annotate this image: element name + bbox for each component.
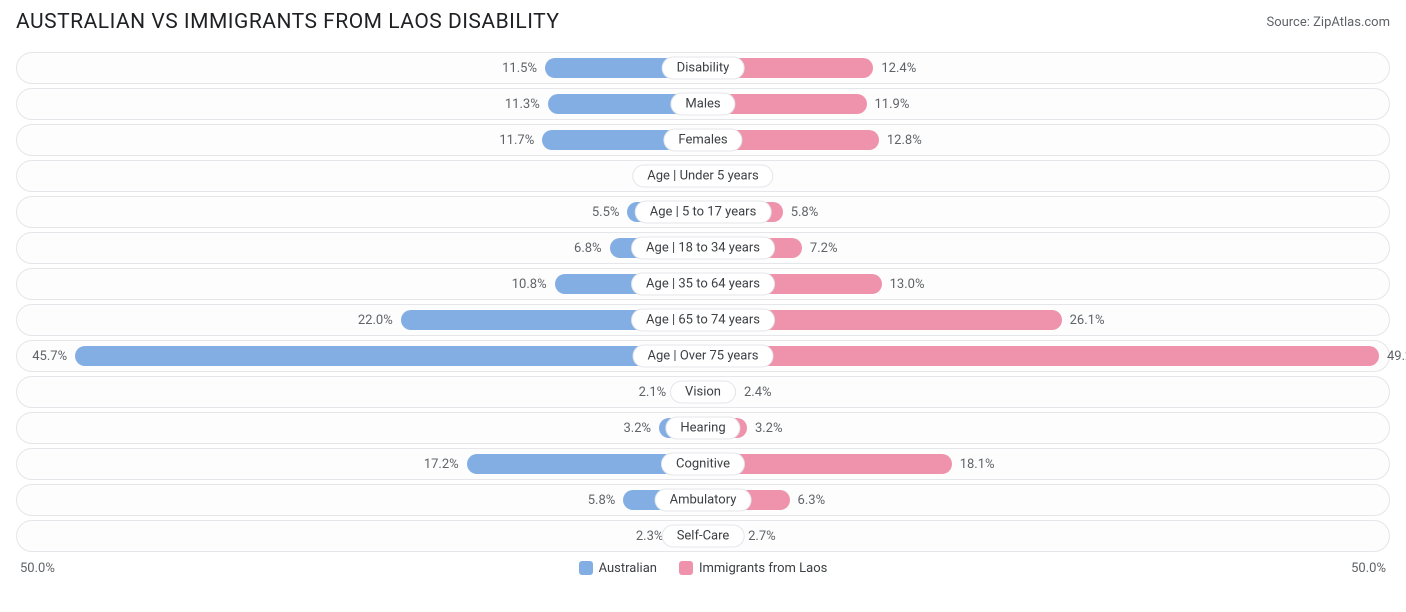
- right-bar: [703, 346, 1379, 366]
- row-category-label: Males: [670, 93, 735, 116]
- right-value: 49.2%: [1379, 349, 1406, 364]
- row-left-half: 5.8%: [16, 484, 703, 516]
- left-value: 5.8%: [580, 493, 624, 508]
- row-right-half: 3.2%: [703, 412, 1390, 444]
- row-right-half: 6.3%: [703, 484, 1390, 516]
- chart-row: 11.7% 12.8% Females: [16, 124, 1390, 156]
- row-category-label: Cognitive: [661, 453, 745, 476]
- row-category-label: Age | 65 to 74 years: [631, 309, 775, 332]
- chart-row: 10.8% 13.0% Age | 35 to 64 years: [16, 268, 1390, 300]
- axis-max-left: 50.0%: [20, 561, 55, 576]
- row-right-half: 12.8%: [703, 124, 1390, 156]
- chart-row: 3.2% 3.2% Hearing: [16, 412, 1390, 444]
- left-value: 17.2%: [416, 457, 467, 472]
- row-category-label: Vision: [670, 381, 736, 404]
- row-right-half: 1.3%: [703, 160, 1390, 192]
- chart-row: 17.2% 18.1% Cognitive: [16, 448, 1390, 480]
- row-right-half: 2.7%: [703, 520, 1390, 552]
- chart-row: 22.0% 26.1% Age | 65 to 74 years: [16, 304, 1390, 336]
- row-category-label: Females: [663, 129, 742, 152]
- row-left-half: 11.5%: [16, 52, 703, 84]
- row-right-half: 11.9%: [703, 88, 1390, 120]
- right-value: 3.2%: [747, 421, 791, 436]
- right-value: 13.0%: [882, 277, 933, 292]
- right-value: 12.4%: [873, 61, 924, 76]
- chart-row: 11.5% 12.4% Disability: [16, 52, 1390, 84]
- row-category-label: Age | Over 75 years: [633, 345, 774, 368]
- row-right-half: 13.0%: [703, 268, 1390, 300]
- chart-row: 6.8% 7.2% Age | 18 to 34 years: [16, 232, 1390, 264]
- chart-row: 2.1% 2.4%Vision: [16, 376, 1390, 408]
- chart-source: Source: ZipAtlas.com: [1266, 15, 1390, 30]
- row-category-label: Age | 35 to 64 years: [631, 273, 775, 296]
- row-left-half: 17.2%: [16, 448, 703, 480]
- right-value: 7.2%: [802, 241, 846, 256]
- left-value: 6.8%: [566, 241, 610, 256]
- legend: Australian Immigrants from Laos: [579, 561, 828, 576]
- left-value: 5.5%: [584, 205, 628, 220]
- chart-row: 45.7% 49.2%Age | Over 75 years: [16, 340, 1390, 372]
- legend-swatch-left: [579, 561, 593, 575]
- row-right-half: 12.4%: [703, 52, 1390, 84]
- row-left-half: 22.0%: [16, 304, 703, 336]
- left-value: 3.2%: [615, 421, 659, 436]
- row-category-label: Disability: [662, 57, 745, 80]
- left-value: 2.1%: [631, 385, 675, 400]
- diverging-bar-chart: 11.5% 12.4% Disability 11.3% 11.9% Males 11.7%…: [16, 52, 1390, 552]
- row-left-half: 1.4%: [16, 160, 703, 192]
- left-bar: [75, 346, 703, 366]
- row-category-label: Age | Under 5 years: [632, 165, 773, 188]
- row-left-half: 10.8%: [16, 268, 703, 300]
- left-value: 11.7%: [491, 133, 542, 148]
- row-category-label: Age | 18 to 34 years: [631, 237, 775, 260]
- left-value: 11.5%: [494, 61, 545, 76]
- chart-row: 5.5% 5.8% Age | 5 to 17 years: [16, 196, 1390, 228]
- right-value: 2.7%: [740, 529, 784, 544]
- chart-row: 5.8% 6.3% Ambulatory: [16, 484, 1390, 516]
- chart-footer: 50.0% Australian Immigrants from Laos 50…: [16, 558, 1390, 578]
- row-right-half: 5.8%: [703, 196, 1390, 228]
- right-value: 11.9%: [867, 97, 918, 112]
- row-right-half: 26.1%: [703, 304, 1390, 336]
- axis-max-right: 50.0%: [1351, 561, 1386, 576]
- row-left-half: 11.7%: [16, 124, 703, 156]
- row-left-half: 45.7%: [16, 340, 703, 372]
- right-value: 18.1%: [952, 457, 1003, 472]
- legend-item-australian: Australian: [579, 561, 657, 576]
- row-left-half: 11.3%: [16, 88, 703, 120]
- row-right-half: 7.2%: [703, 232, 1390, 264]
- row-left-half: 2.3%: [16, 520, 703, 552]
- row-left-half: 5.5%: [16, 196, 703, 228]
- legend-item-laos: Immigrants from Laos: [679, 561, 827, 576]
- left-value: 22.0%: [350, 313, 401, 328]
- chart-title: AUSTRALIAN VS IMMIGRANTS FROM LAOS DISAB…: [16, 10, 559, 34]
- row-category-label: Self-Care: [662, 525, 745, 548]
- row-left-half: 6.8%: [16, 232, 703, 264]
- left-value: 11.3%: [497, 97, 548, 112]
- left-value: 45.7%: [24, 349, 75, 364]
- chart-row: 2.3% 2.7%Self-Care: [16, 520, 1390, 552]
- row-right-half: 18.1%: [703, 448, 1390, 480]
- chart-row: 1.4%1.3%Age | Under 5 years: [16, 160, 1390, 192]
- row-right-half: 2.4%: [703, 376, 1390, 408]
- right-value: 26.1%: [1062, 313, 1113, 328]
- row-left-half: 2.1%: [16, 376, 703, 408]
- legend-swatch-right: [679, 561, 693, 575]
- right-value: 2.4%: [736, 385, 780, 400]
- left-value: 10.8%: [504, 277, 555, 292]
- chart-header: AUSTRALIAN VS IMMIGRANTS FROM LAOS DISAB…: [16, 10, 1390, 34]
- right-value: 6.3%: [790, 493, 834, 508]
- chart-row: 11.3% 11.9% Males: [16, 88, 1390, 120]
- row-right-half: 49.2%: [703, 340, 1390, 372]
- row-category-label: Ambulatory: [655, 489, 752, 512]
- legend-label-right: Immigrants from Laos: [699, 561, 827, 576]
- row-category-label: Hearing: [665, 417, 740, 440]
- legend-label-left: Australian: [599, 561, 657, 576]
- right-value: 5.8%: [783, 205, 827, 220]
- right-value: 12.8%: [879, 133, 930, 148]
- row-left-half: 3.2%: [16, 412, 703, 444]
- row-category-label: Age | 5 to 17 years: [635, 201, 772, 224]
